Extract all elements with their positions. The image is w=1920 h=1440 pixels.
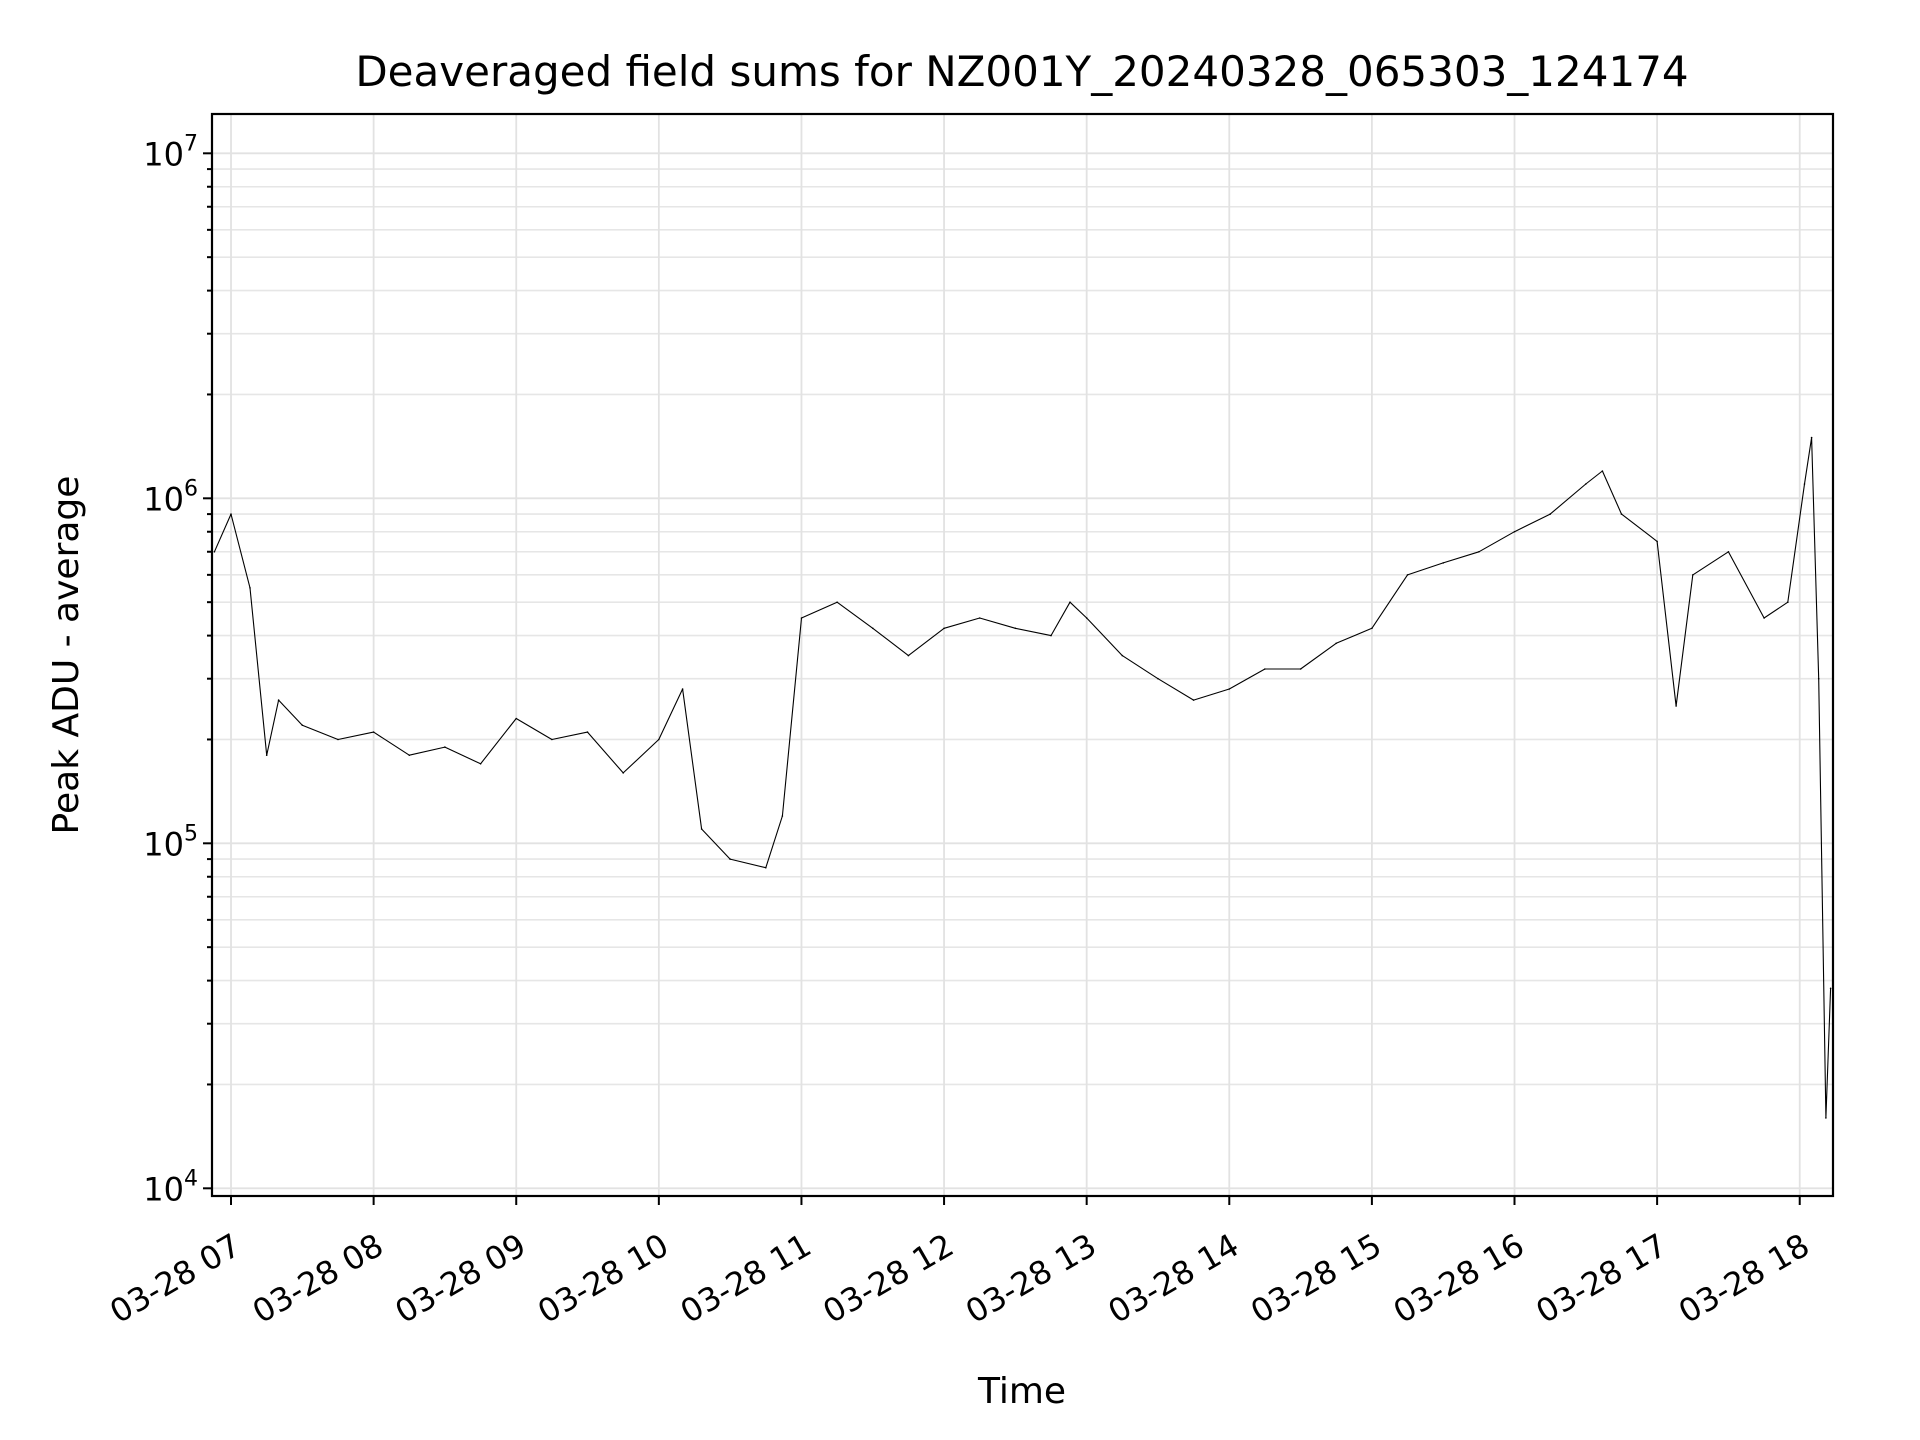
data-point: [1727, 551, 1730, 553]
data-point: [1810, 436, 1813, 439]
data-point: [479, 763, 482, 765]
data-point: [1228, 688, 1231, 690]
plot-frame: [210, 112, 1835, 1198]
data-point: [1192, 699, 1195, 701]
data-point: [836, 601, 838, 603]
data-point: [586, 731, 589, 733]
data-point: [800, 617, 803, 619]
y-axis-label: Peak ADU - average: [46, 476, 87, 835]
data-point: [1335, 642, 1337, 645]
data-point: [249, 587, 251, 589]
data-point: [978, 617, 981, 619]
data-point: [943, 627, 945, 630]
y-tick-label-base: 10: [143, 825, 184, 863]
y-tick-label-base: 10: [143, 135, 184, 173]
data-point: [551, 738, 553, 741]
data-point: [277, 699, 280, 701]
data-point: [1085, 617, 1088, 619]
data-point: [781, 815, 784, 817]
data-point: [1817, 677, 1820, 680]
y-tick-label: 104: [143, 1166, 198, 1208]
data-point: [1763, 617, 1765, 619]
data-point: [337, 738, 339, 741]
data-point: [1620, 513, 1623, 515]
data-point: [872, 627, 874, 630]
data-point: [1371, 627, 1373, 630]
data-point: [1549, 513, 1551, 515]
data-point: [230, 513, 232, 515]
data-point: [213, 551, 216, 553]
data-point: [444, 746, 446, 748]
data-point: [1513, 530, 1516, 533]
y-tick-label: 106: [143, 476, 198, 518]
data-point: [1825, 1117, 1827, 1119]
data-point: [658, 738, 660, 741]
data-point: [1121, 654, 1124, 657]
data-point: [907, 654, 910, 657]
data-point: [515, 717, 517, 720]
chart-title: Deaveraged field sums for NZ001Y_2024032…: [355, 47, 1688, 96]
data-point: [1803, 483, 1806, 485]
data-point: [1585, 483, 1587, 485]
y-tick-label-base: 10: [143, 1170, 184, 1208]
y-tick-label-exponent: 6: [184, 476, 198, 501]
data-point: [765, 866, 767, 869]
data-point: [700, 828, 703, 830]
y-tick-label-exponent: 5: [184, 821, 198, 846]
data-point: [1601, 470, 1604, 472]
data-point: [1692, 574, 1694, 576]
data-point: [265, 754, 268, 756]
data-point: [1157, 677, 1159, 680]
data-point: [1787, 601, 1789, 603]
x-axis-label: Time: [977, 1371, 1066, 1412]
data-point: [1442, 562, 1444, 564]
data-point: [1675, 705, 1677, 707]
data-point: [408, 754, 411, 756]
data-point: [1014, 627, 1017, 630]
data-point: [301, 724, 304, 726]
y-tick-label-exponent: 7: [184, 131, 198, 156]
series-line: [213, 437, 1832, 1119]
data-point: [1050, 634, 1052, 637]
y-tick-label-exponent: 4: [184, 1166, 198, 1191]
data-point: [1829, 987, 1832, 990]
grid: [212, 114, 1833, 1196]
data-point: [372, 731, 375, 733]
data-point: [681, 688, 684, 690]
data-point: [1406, 574, 1409, 576]
y-tick-label: 105: [143, 821, 198, 863]
data-point: [622, 772, 624, 774]
series-layer: [213, 436, 1832, 1119]
data-point: [1264, 668, 1266, 670]
data-point: [729, 858, 731, 860]
data-point: [1478, 551, 1480, 553]
data-point: [1656, 540, 1658, 543]
data-point: [1299, 668, 1302, 670]
y-tick-label-base: 10: [143, 480, 184, 518]
y-tick-label: 107: [143, 131, 198, 173]
data-point: [1069, 601, 1071, 603]
